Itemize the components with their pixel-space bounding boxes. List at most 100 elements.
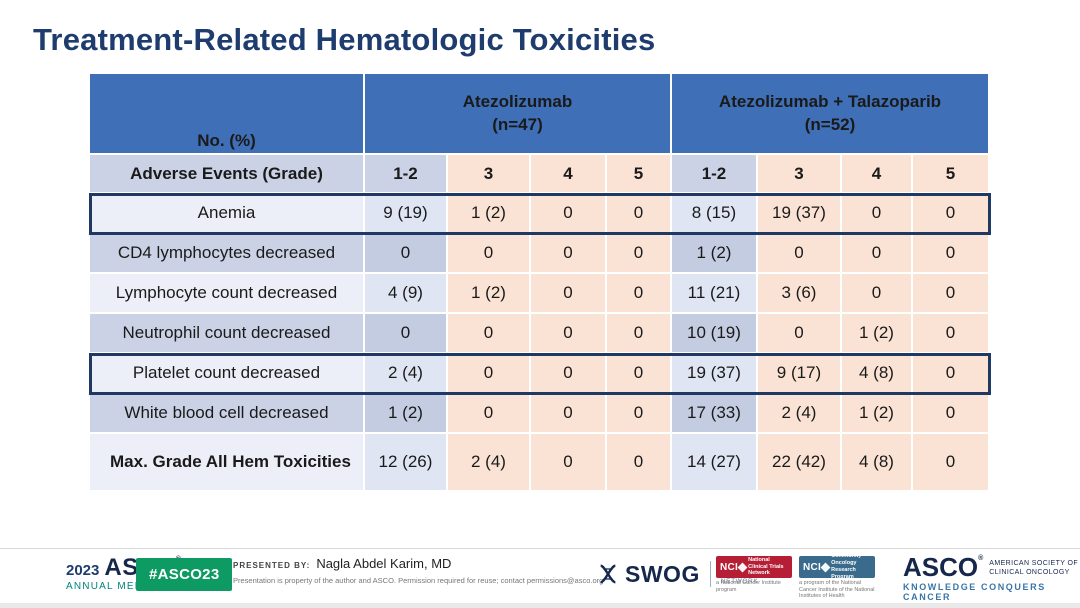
value-cell: 0 — [912, 354, 990, 394]
value-cell: 19 (37) — [671, 354, 758, 394]
value-cell: 0 — [841, 194, 913, 234]
value-cell: 0 — [364, 314, 448, 354]
swog-dna-icon — [600, 564, 616, 584]
value-cell: 22 (42) — [757, 434, 842, 492]
value-cell: 1 (2) — [671, 234, 758, 274]
value-cell: 0 — [530, 394, 607, 434]
nci-tag: NCI — [720, 561, 739, 573]
asco-society-logo: ASCO® AMERICAN SOCIETY OF CLINICAL ONCOL… — [903, 552, 1080, 606]
value-cell: 0 — [912, 394, 990, 434]
asco-tagline: KNOWLEDGE CONQUERS CANCER — [903, 582, 1046, 603]
grade-header: 1-2 — [364, 155, 448, 194]
table-row: Neutrophil count decreased 0 0 0 0 10 (19) 0 1 … — [89, 314, 990, 354]
toxicity-table: No. (%) Atezolizumab (n=47) Atezolizumab… — [88, 74, 992, 492]
value-cell: 0 — [530, 314, 607, 354]
grade-header: 5 — [606, 155, 672, 194]
table-header-row: No. (%) Atezolizumab (n=47) Atezolizumab… — [89, 74, 990, 155]
nci-nctn-caption: a National Cancer Institute program — [716, 580, 781, 593]
value-cell: 0 — [912, 274, 990, 314]
presenter-name: Nagla Abdel Karim, MD — [316, 556, 452, 571]
value-cell: 0 — [447, 314, 531, 354]
table-body: Anemia 9 (19) 1 (2) 0 0 8 (15) 19 (37) 0 0 CD4 ly… — [88, 193, 992, 492]
asco-wordmark: ASCO® — [903, 552, 984, 582]
value-cell: 4 (9) — [364, 274, 448, 314]
asco-society-label: AMERICAN SOCIETY OF CLINICAL ONCOLOGY — [989, 559, 1079, 576]
grade-header: 5 — [912, 155, 990, 194]
table-row: Lymphocyte count decreased 4 (9) 1 (2) 0 0 11… — [89, 274, 990, 314]
group-name: Atezolizumab — [462, 92, 573, 112]
row-label: Anemia — [89, 194, 365, 234]
value-cell: 10 (19) — [671, 314, 758, 354]
grade-header: 4 — [841, 155, 913, 194]
grade-header-row: Adverse Events (Grade) 1-2 3 4 5 1-2 3 4 5 — [89, 155, 990, 194]
value-cell: 0 — [606, 194, 672, 234]
presented-by-block: PRESENTED BY: Nagla Abdel Karim, MD Pres… — [233, 556, 603, 606]
value-cell: 2 (4) — [757, 394, 842, 434]
table-row: Platelet count decreased 2 (4) 0 0 0 19 (37) 9… — [88, 353, 992, 395]
group-header-combination: Atezolizumab + Talazoparib (n=52) — [671, 74, 990, 155]
nci-ncorp-caption: a program of the National Cancer Institu… — [799, 580, 875, 600]
row-label: Max. Grade All Hem Toxicities — [89, 434, 365, 492]
value-cell: 0 — [364, 234, 448, 274]
value-cell: 0 — [447, 354, 531, 394]
value-cell: 0 — [841, 234, 913, 274]
value-cell: 0 — [530, 274, 607, 314]
value-cell: 9 (17) — [757, 354, 842, 394]
value-cell: 0 — [447, 394, 531, 434]
value-cell: 0 — [912, 234, 990, 274]
meeting-year: 2023 — [66, 562, 100, 579]
value-cell: 0 — [757, 314, 842, 354]
nci-ncorp-logo: NCI Community Oncology Research Program … — [799, 556, 877, 606]
value-cell: 17 (33) — [671, 394, 758, 434]
group-n: (n=47) — [492, 114, 543, 134]
value-cell: 11 (21) — [671, 274, 758, 314]
hashtag-badge: #ASCO23 — [136, 557, 233, 591]
swog-divider — [709, 561, 711, 587]
value-cell: 0 — [530, 354, 607, 394]
group-header-atezolizumab: Atezolizumab (n=47) — [364, 74, 672, 155]
grade-header: 4 — [530, 155, 607, 194]
value-cell: 2 (4) — [447, 434, 531, 492]
nci-nctn-label: National Clinical Trials Network — [748, 556, 784, 577]
value-cell: 0 — [530, 194, 607, 234]
nci-tag: NCI — [803, 561, 822, 573]
nci-nctn-logo: NCI National Clinical Trials Network a N… — [716, 556, 794, 606]
group-n: (n=52) — [804, 114, 856, 134]
table-row: Max. Grade All Hem Toxicities 12 (26) 2 (4… — [89, 434, 990, 492]
swog-wordmark: SWOG — [625, 560, 700, 587]
table-row: White blood cell decreased 1 (2) 0 0 0 17 (33… — [89, 394, 990, 434]
row-label: White blood cell decreased — [89, 394, 365, 434]
adverse-events-header: Adverse Events (Grade) — [89, 155, 365, 194]
footer-divider — [0, 548, 1080, 549]
value-cell: 0 — [606, 394, 672, 434]
value-cell: 1 (2) — [841, 394, 913, 434]
value-cell: 0 — [606, 274, 672, 314]
table-row: Anemia 9 (19) 1 (2) 0 0 8 (15) 19 (37) 0 0 — [88, 193, 992, 235]
disclaimer-text: Presentation is property of the author a… — [233, 576, 604, 585]
value-cell: 14 (27) — [671, 434, 758, 492]
grade-header: 3 — [757, 155, 842, 194]
value-cell: 0 — [757, 234, 842, 274]
row-label: Neutrophil count decreased — [89, 314, 365, 354]
value-cell: 1 (2) — [841, 314, 913, 354]
value-cell: 0 — [606, 434, 672, 492]
value-cell: 9 (19) — [364, 194, 448, 234]
value-cell: 4 (8) — [841, 434, 913, 492]
corner-header: No. (%) — [89, 74, 365, 155]
value-cell: 3 (6) — [757, 274, 842, 314]
group-name: Atezolizumab + Talazoparib — [718, 92, 942, 112]
value-cell: 0 — [606, 234, 672, 274]
slide-bottom-edge — [0, 603, 1080, 608]
value-cell: 0 — [912, 434, 990, 492]
table-row: CD4 lymphocytes decreased 0 0 0 0 1 (2) 0 0 0 — [89, 234, 990, 274]
value-cell: 8 (15) — [671, 194, 758, 234]
value-cell: 0 — [530, 234, 607, 274]
value-cell: 1 (2) — [447, 274, 531, 314]
value-cell: 12 (26) — [364, 434, 448, 492]
value-cell: 0 — [530, 434, 607, 492]
row-label: CD4 lymphocytes decreased — [89, 234, 365, 274]
value-cell: 4 (8) — [841, 354, 913, 394]
value-cell: 0 — [841, 274, 913, 314]
row-label: Lymphocyte count decreased — [89, 274, 365, 314]
